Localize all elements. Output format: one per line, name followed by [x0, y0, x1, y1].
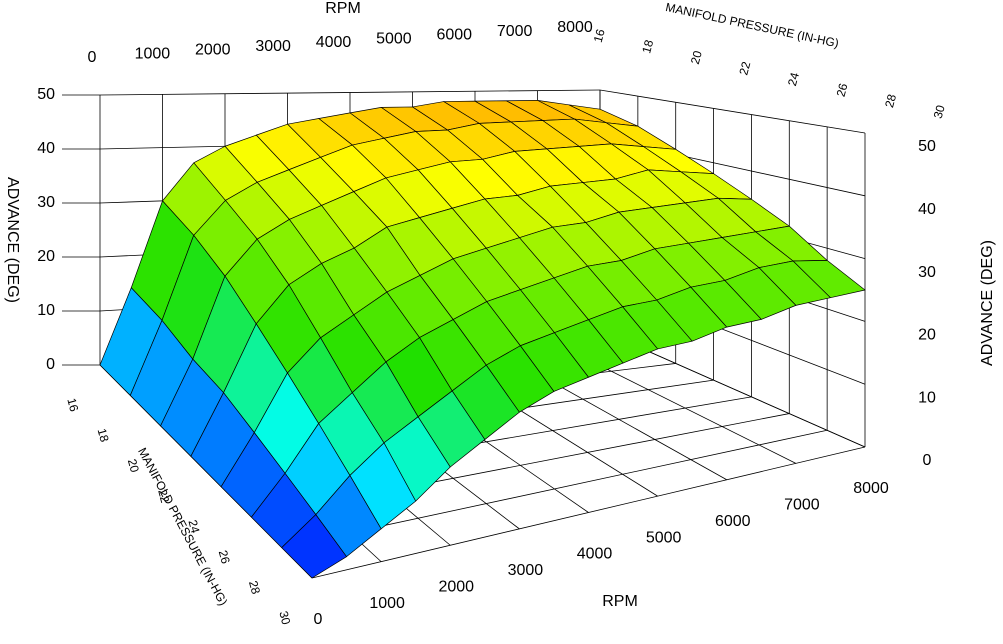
x-tick-label-bottom: 6000	[715, 513, 751, 530]
z-tick-label-left: 40	[37, 140, 55, 157]
x-tick-label-top: 3000	[255, 38, 291, 55]
z-tick-label-right: 40	[918, 201, 936, 218]
z-tick-label-right: 10	[918, 389, 936, 406]
x-tick-label-bottom: 8000	[853, 480, 889, 497]
y-tick-label-top: 28	[882, 92, 899, 109]
x-axis-title-top: RPM	[325, 0, 361, 17]
z-tick-label-right: 30	[918, 264, 936, 281]
y-tick-label-top: 22	[736, 60, 753, 77]
y-axis-title-top: MANIFOLD PRESSURE (IN-HG)	[664, 0, 840, 50]
y-tick-label-side: 24	[185, 518, 202, 535]
x-tick-label-top: 1000	[135, 45, 171, 62]
y-tick-label-top: 16	[591, 27, 608, 44]
z-axis-title-left: ADVANCE (DEG)	[4, 177, 21, 303]
y-tick-label-top: 24	[785, 71, 802, 88]
z-tick-label-right: 50	[918, 138, 936, 155]
y-tick-label-side: 20	[125, 457, 142, 474]
y-tick-label-side: 28	[246, 579, 263, 596]
x-tick-label-bottom: 4000	[577, 546, 613, 563]
z-tick-label-left: 30	[37, 194, 55, 211]
z-tick-label-left: 10	[37, 302, 55, 319]
x-tick-label-bottom: 5000	[646, 529, 682, 546]
z-tick-label-left: 20	[37, 248, 55, 265]
z-axis-title-right: ADVANCE (DEG)	[979, 240, 996, 366]
y-tick-label-side: 22	[155, 488, 172, 505]
floor-grid-line	[311, 446, 866, 579]
y-tick-label-side: 16	[64, 397, 81, 414]
x-tick-label-bottom: 2000	[438, 578, 474, 595]
y-tick-label-top: 30	[931, 103, 948, 120]
x-tick-label-top: 7000	[497, 23, 533, 40]
side-wall-grid-line	[599, 89, 866, 134]
z-tick-label-right: 20	[918, 327, 936, 344]
z-tick-label-right: 0	[923, 452, 932, 469]
surface	[99, 100, 866, 579]
y-tick-label-top: 26	[834, 82, 851, 99]
x-axis-title-bottom: RPM	[602, 593, 638, 610]
x-tick-label-top: 2000	[195, 42, 231, 59]
x-tick-label-top: 0	[88, 49, 97, 66]
x-tick-label-top: 4000	[316, 34, 352, 51]
y-tick-label-top: 18	[639, 38, 656, 55]
x-tick-label-bottom: 3000	[508, 562, 544, 579]
surface-cell	[281, 514, 347, 579]
x-tick-label-top: 5000	[376, 30, 412, 47]
x-tick-label-bottom: 0	[314, 611, 323, 628]
y-tick-label-side: 26	[216, 549, 233, 566]
y-tick-label-top: 20	[688, 49, 705, 66]
x-tick-label-top: 6000	[436, 27, 472, 44]
y-tick-label-side: 18	[95, 427, 112, 444]
z-tick-label-left: 0	[46, 356, 55, 373]
x-tick-label-top: 8000	[557, 19, 593, 36]
y-tick-label-side: 30	[276, 610, 293, 627]
x-tick-label-bottom: 1000	[369, 595, 405, 612]
back-wall-grid-line	[99, 89, 601, 96]
z-tick-label-left: 50	[37, 86, 55, 103]
x-tick-label-bottom: 7000	[784, 497, 820, 514]
